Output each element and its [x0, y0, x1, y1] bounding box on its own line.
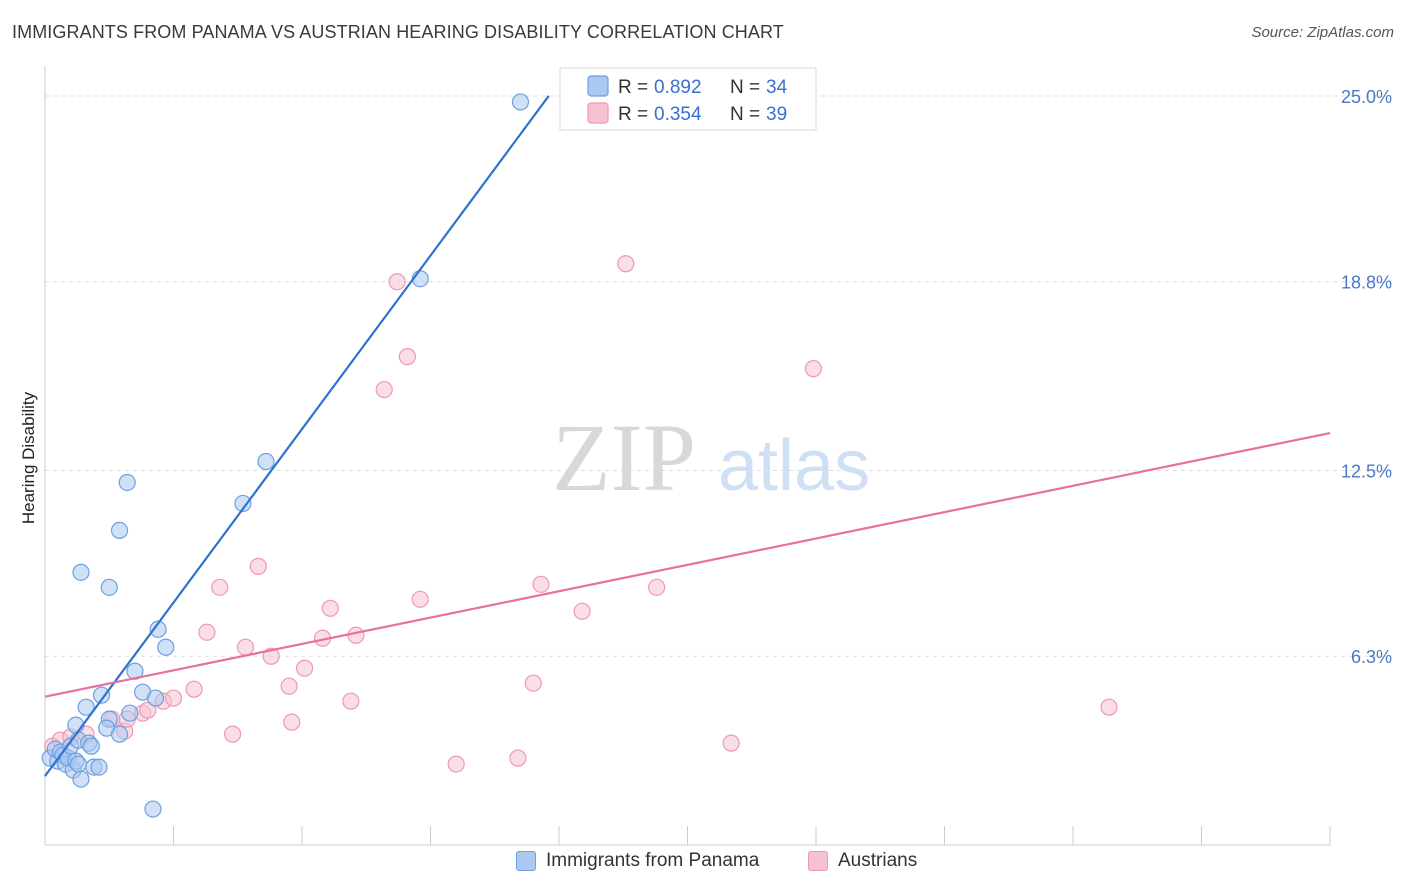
point-austrians-30 [509, 749, 527, 767]
legend-r-value-blue: 0.892 [654, 77, 702, 98]
watermark-zip: ZIP [552, 404, 696, 511]
point-austrians-10 [164, 689, 183, 707]
point-panama-22 [110, 725, 129, 743]
point-austrians-31 [524, 674, 542, 692]
point-panama-29 [72, 563, 90, 581]
legend-r-label-blue: R = [618, 77, 648, 98]
point-austrians-35 [648, 578, 666, 596]
point-austrians-11 [185, 680, 203, 698]
point-austrians-18 [280, 677, 298, 695]
legend-label-panama: Immigrants from Panama [546, 850, 760, 871]
y-tick-labels: 6.3% 12.5% 18.8% 25.0% [1341, 87, 1392, 667]
y-tick-label-0: 6.3% [1351, 647, 1392, 667]
point-panama-33 [234, 494, 252, 513]
point-panama-34 [257, 452, 275, 471]
point-austrians-16 [249, 557, 267, 575]
point-panama-15 [82, 737, 100, 755]
point-panama-31 [110, 521, 129, 540]
grid-lines [45, 95, 1392, 657]
point-austrians-12 [198, 623, 216, 641]
point-austrians-20 [295, 659, 314, 677]
point-austrians-33 [573, 602, 591, 620]
trend-lines [44, 95, 1331, 777]
point-panama-30 [100, 578, 118, 596]
point-panama-17 [90, 758, 108, 776]
point-panama-32 [118, 473, 136, 492]
legend-n-label-blue: N = [730, 77, 760, 98]
point-panama-36 [511, 93, 530, 111]
legend-swatch-pink [587, 102, 609, 124]
y-tick-label-1: 12.5% [1341, 461, 1392, 481]
legend-swatch-austrians [808, 851, 828, 871]
point-panama-23 [121, 704, 139, 722]
point-austrians-28 [411, 590, 429, 608]
series-austrians [44, 255, 1118, 773]
watermark-atlas: atlas [718, 426, 870, 506]
point-austrians-19 [283, 713, 301, 731]
point-austrians-38 [1100, 698, 1118, 716]
point-austrians-32 [532, 575, 550, 593]
stats-legend: R = 0.892 N = 34 R = 0.354 N = 39 [559, 67, 817, 131]
point-panama-28 [157, 638, 175, 656]
legend-r-value-pink: 0.354 [654, 104, 702, 125]
watermark: ZIP atlas [552, 404, 870, 511]
legend-label-austrians: Austrians [838, 850, 918, 871]
y-axis-label: Hearing Disability [19, 391, 38, 524]
scatter-chart: ZIP atlas 6.3%12.5%18.8%25.0% 0.0%50.0% … [19, 66, 1392, 846]
point-austrians-26 [388, 273, 406, 291]
point-austrians-23 [342, 692, 360, 710]
trendline-panama [44, 95, 550, 777]
point-panama-18 [77, 698, 95, 716]
legend-n-label-pink: N = [730, 104, 760, 125]
y-tick-label-2: 18.8% [1341, 273, 1392, 293]
point-panama-37 [144, 800, 162, 818]
point-austrians-15 [236, 638, 255, 656]
point-austrians-22 [321, 599, 339, 617]
point-austrians-27 [398, 348, 416, 366]
point-panama-26 [146, 689, 165, 707]
series-panama [41, 93, 530, 818]
point-austrians-37 [804, 360, 823, 378]
point-panama-11 [72, 770, 90, 788]
legend-swatch-panama [516, 851, 536, 871]
point-austrians-17 [262, 647, 280, 665]
point-panama-19 [92, 686, 111, 704]
point-panama-27 [149, 620, 167, 638]
point-austrians-36 [722, 734, 740, 752]
legend-r-label-pink: R = [618, 104, 648, 125]
point-panama-10 [69, 755, 88, 773]
point-austrians-8 [139, 701, 157, 719]
y-tick-label-3: 25.0% [1341, 87, 1392, 107]
point-austrians-14 [224, 725, 242, 743]
point-austrians-13 [211, 578, 229, 596]
trendline-austrians [44, 431, 1331, 698]
point-austrians-25 [375, 380, 393, 399]
legend-item-austrians: Austrians [808, 850, 917, 872]
legend-n-value-blue: 34 [766, 77, 788, 98]
series-legend: Immigrants from Panama Austrians [0, 850, 1406, 880]
axes [44, 66, 1331, 846]
chart-title: IMMIGRANTS FROM PANAMA VS AUSTRIAN HEARI… [12, 22, 784, 42]
source-label: Source: ZipAtlas.com [1251, 24, 1394, 41]
point-austrians-24 [347, 626, 365, 644]
point-austrians-34 [617, 255, 635, 273]
legend-swatch-blue [587, 75, 609, 97]
legend-item-panama: Immigrants from Panama [516, 850, 759, 872]
legend-n-value-pink: 39 [766, 104, 787, 125]
point-austrians-29 [447, 755, 465, 773]
